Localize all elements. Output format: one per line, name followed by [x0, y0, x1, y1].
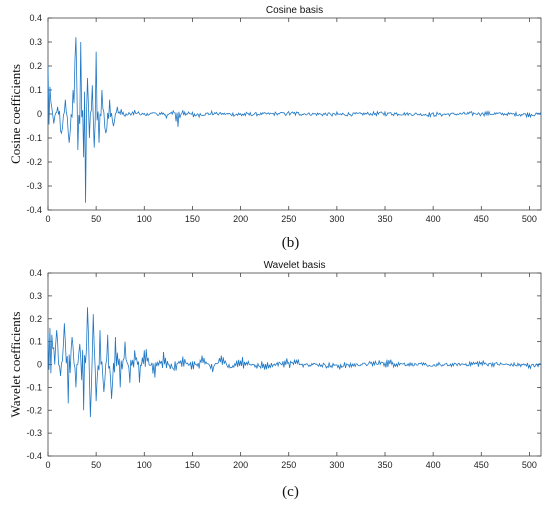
y-tick-label: 0.3 — [29, 37, 42, 47]
plot-area — [47, 272, 542, 457]
y-axis-label: Cosine coefficients — [8, 64, 23, 164]
y-tick-label: 0.3 — [29, 291, 42, 301]
y-tick-label: 0.4 — [29, 13, 42, 23]
x-tick-label: 50 — [91, 460, 101, 470]
y-tick-label: -0.4 — [26, 451, 42, 461]
chart-title: Cosine basis — [266, 5, 323, 16]
x-tick-label: 350 — [377, 460, 392, 470]
y-tick-label: 0.1 — [29, 337, 42, 347]
y-tick-label: -0.1 — [26, 382, 42, 392]
panel-label: (b) — [282, 235, 300, 251]
x-tick-label: 400 — [426, 214, 441, 224]
panel-label: (c) — [282, 484, 299, 500]
x-tick-label: 100 — [137, 460, 152, 470]
x-tick-label: 200 — [233, 214, 248, 224]
x-tick-label: 50 — [91, 214, 101, 224]
y-tick-label: 0.1 — [29, 85, 42, 95]
chart-panel-wavelet: Wavelet basis Wavelet coefficients -0.4 -0.… — [8, 260, 542, 500]
y-tick-label: 0.2 — [29, 61, 42, 71]
x-tick-label: 0 — [45, 460, 50, 470]
series-line — [47, 37, 542, 203]
x-tick-label: 300 — [329, 460, 344, 470]
y-tick-label: 0.2 — [29, 314, 42, 324]
y-tick-label: -0.3 — [26, 181, 42, 191]
y-tick-label: 0 — [37, 360, 42, 370]
chart-panel-cosine: Cosine basis Cosine coefficients -0.4 -0.3 -… — [8, 5, 542, 251]
x-tick-label: 100 — [137, 214, 152, 224]
y-tick-label: -0.4 — [26, 205, 42, 215]
chart-title: Wavelet basis — [264, 260, 326, 271]
x-tick-label: 500 — [522, 460, 537, 470]
x-tick-label: 450 — [474, 214, 489, 224]
x-tick-label: 200 — [233, 460, 248, 470]
x-tick-label: 150 — [185, 460, 200, 470]
y-tick-label: -0.2 — [26, 157, 42, 167]
x-tick-label: 250 — [281, 214, 296, 224]
x-tick-label: 300 — [329, 214, 344, 224]
y-tick-label: 0 — [37, 109, 42, 119]
x-tick-label: 450 — [474, 460, 489, 470]
x-tick-label: 250 — [281, 460, 296, 470]
y-tick-label: -0.1 — [26, 133, 42, 143]
x-tick-label: 500 — [522, 214, 537, 224]
x-tick-label: 350 — [377, 214, 392, 224]
x-tick-label: 150 — [185, 214, 200, 224]
y-tick-label: -0.3 — [26, 428, 42, 438]
x-tick-label: 400 — [426, 460, 441, 470]
y-axis-label: Wavelet coefficients — [8, 312, 23, 418]
y-tick-label: 0.4 — [29, 268, 42, 278]
x-tick-label: 0 — [45, 214, 50, 224]
series-line — [47, 307, 542, 418]
y-tick-label: -0.2 — [26, 405, 42, 415]
